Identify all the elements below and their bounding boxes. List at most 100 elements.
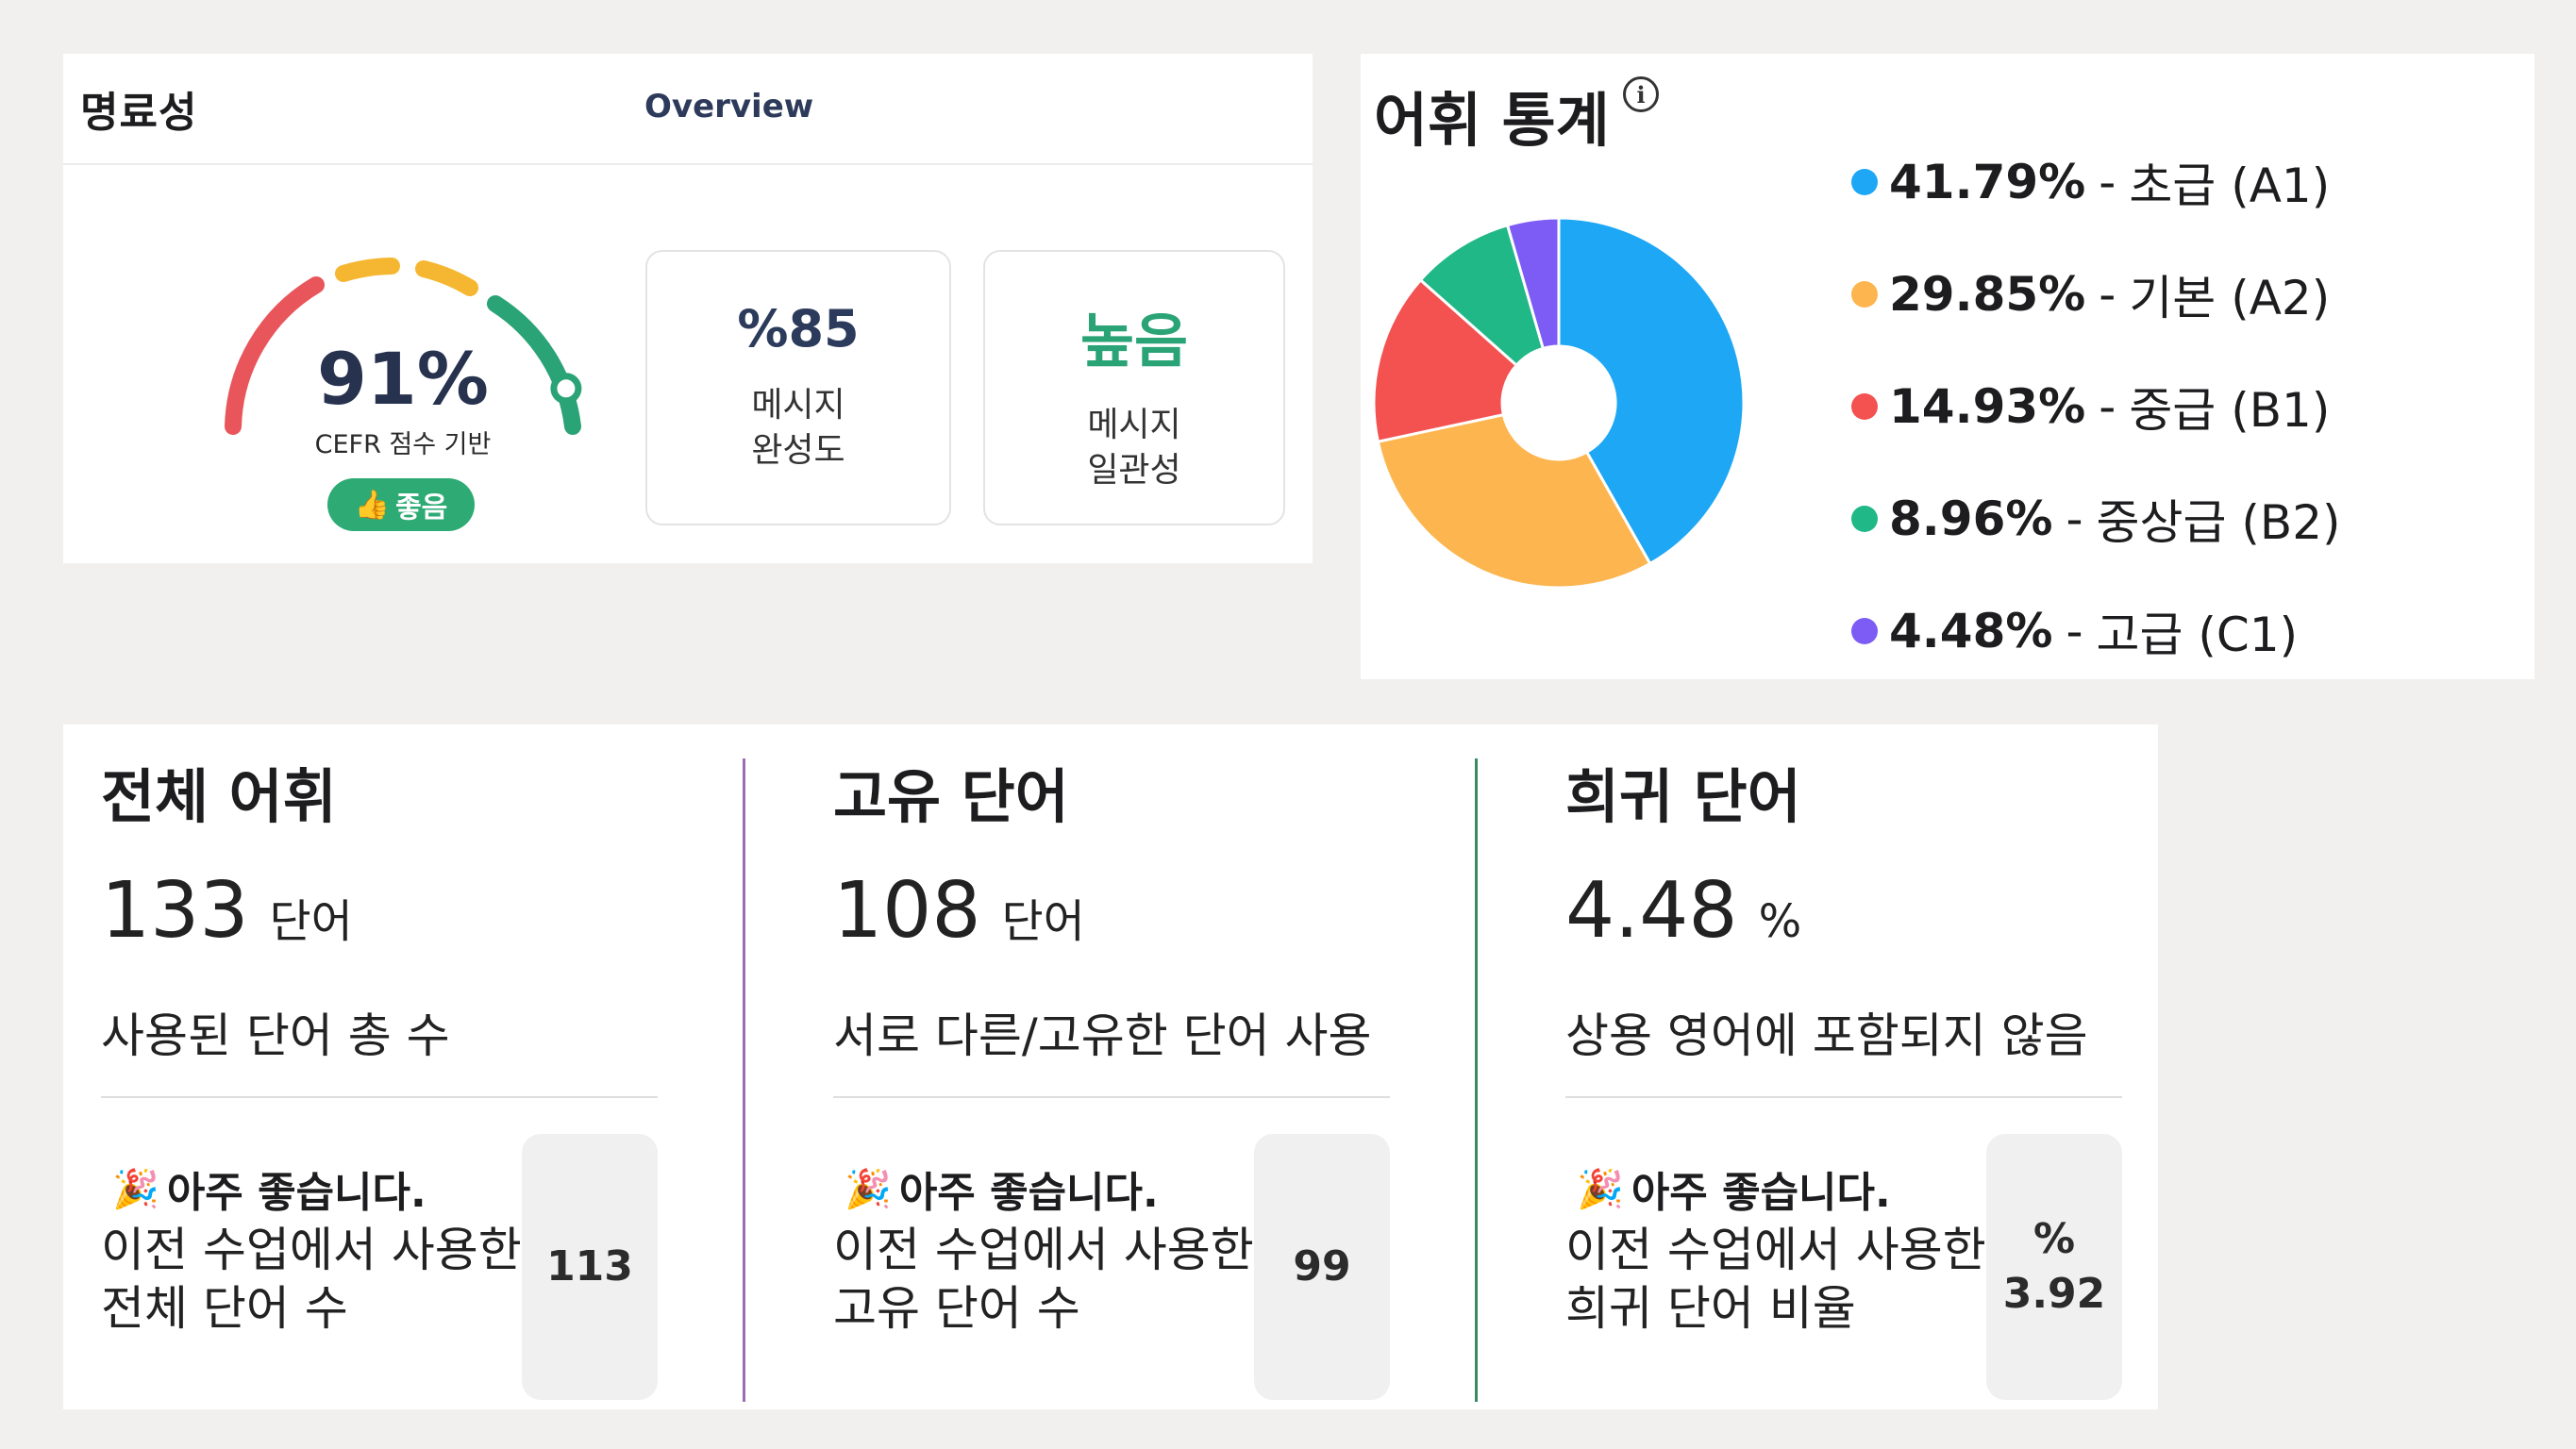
column-divider <box>743 758 745 1402</box>
clarity-card: 명료성 Overview 91% CEFR 점수 기반 👍 좋음 %85 메시지… <box>63 54 1313 563</box>
legend-separator: - <box>2066 491 2083 546</box>
legend-dot <box>1851 618 1878 644</box>
clarity-header: 명료성 Overview <box>63 54 1313 165</box>
party-popper-icon: 🎉 <box>1577 1167 1624 1211</box>
total-vocabulary-previous-value: 113 <box>522 1134 658 1400</box>
total-vocabulary-previous-number: 113 <box>546 1242 633 1291</box>
rare-words-note-body: 이전 수업에서 사용한 희귀 단어 비율 <box>1565 1221 1986 1338</box>
rare-words-previous-unit: % <box>2032 1215 2076 1263</box>
legend-percent: 8.96% <box>1889 491 2053 546</box>
message-completeness-label-line1: 메시지 <box>751 386 845 425</box>
party-popper-icon: 🎉 <box>845 1167 892 1211</box>
divider <box>101 1096 658 1098</box>
thumbs-up-icon: 👍 <box>354 488 391 522</box>
unique-words-note-heading: 🎉 아주 좋습니다. <box>845 1158 1159 1219</box>
info-icon[interactable]: i <box>1623 76 1659 112</box>
message-completeness-value: %85 <box>737 299 860 358</box>
legend-percent: 14.93% <box>1889 379 2086 434</box>
legend-label: 초급 (A1) <box>2129 158 2331 213</box>
clarity-gauge <box>225 258 582 435</box>
legend-separator: - <box>2099 379 2116 434</box>
vocabulary-stats-title: 어휘 통계 <box>1374 86 1610 155</box>
legend-label: 중급 (B1) <box>2129 383 2331 438</box>
unique-words-column: 고유 단어 108 단어 서로 다른/고유한 단어 사용 🎉 아주 좋습니다. 이… <box>795 724 1456 1409</box>
total-vocabulary-column: 전체 어휘 133 단어 사용된 단어 총 수 🎉 아주 좋습니다. 이전 수업에… <box>63 724 724 1409</box>
rare-words-note-line2: 희귀 단어 비율 <box>1565 1281 1856 1336</box>
message-completeness-label: 메시지 완성도 <box>647 383 949 474</box>
rare-words-number: 4.48 <box>1565 866 1738 956</box>
total-vocabulary-note-body: 이전 수업에서 사용한 전체 단어 수 <box>101 1221 522 1338</box>
rare-words-title: 희귀 단어 <box>1565 762 1801 831</box>
word-stats-card: 전체 어휘 133 단어 사용된 단어 총 수 🎉 아주 좋습니다. 이전 수업에… <box>63 724 2158 1409</box>
divider <box>833 1096 1390 1098</box>
donut-slice-2[interactable] <box>1376 412 1652 590</box>
legend-dot <box>1851 393 1878 420</box>
rare-words-column: 희귀 단어 4.48% 상용 영어에 포함되지 않음 🎉 아주 좋습니다. 이전… <box>1528 724 2188 1409</box>
divider <box>1565 1096 2122 1098</box>
legend-percent: 41.79% <box>1889 155 2086 209</box>
message-completeness-box: %85 메시지 완성도 <box>645 250 951 525</box>
clarity-score-basis: CEFR 점수 기반 <box>314 430 492 459</box>
total-vocabulary-note-heading: 🎉 아주 좋습니다. <box>112 1158 427 1219</box>
unique-words-title: 고유 단어 <box>833 762 1069 831</box>
total-vocabulary-title: 전체 어휘 <box>101 762 337 831</box>
rare-words-description: 상용 영어에 포함되지 않음 <box>1565 1008 2088 1063</box>
message-consistency-label: 메시지 일관성 <box>985 403 1283 493</box>
status-badge: 👍 좋음 <box>327 478 475 531</box>
legend-dot <box>1851 506 1878 532</box>
message-consistency-value: 높음 <box>1079 307 1189 375</box>
gauge-segment-green <box>487 295 581 435</box>
legend-dot <box>1851 281 1878 308</box>
legend-label: 중상급 (B2) <box>2096 495 2341 550</box>
unique-words-value: 108 단어 <box>833 866 1085 956</box>
total-vocabulary-note-line1: 이전 수업에서 사용한 <box>101 1223 522 1277</box>
legend-label: 고급 (C1) <box>2096 608 2299 662</box>
rare-words-unit: % <box>1758 895 1802 948</box>
gauge-marker <box>550 373 582 405</box>
message-completeness-label-line2: 완성도 <box>751 431 845 470</box>
total-vocabulary-note-text: 아주 좋습니다. <box>166 1169 427 1217</box>
total-vocabulary-note-line2: 전체 단어 수 <box>101 1281 348 1336</box>
legend-separator: - <box>2099 155 2116 209</box>
unique-words-previous-value: 99 <box>1254 1134 1390 1400</box>
unique-words-note-body: 이전 수업에서 사용한 고유 단어 수 <box>833 1221 1254 1338</box>
rare-words-previous-number: 3.92 <box>2002 1270 2106 1318</box>
tab-overview[interactable]: Overview <box>644 88 814 125</box>
total-vocabulary-description: 사용된 단어 총 수 <box>101 1008 450 1063</box>
total-vocabulary-number: 133 <box>101 866 249 956</box>
message-consistency-label-line1: 메시지 <box>1087 406 1181 444</box>
vocabulary-stats-card: 어휘 통계 i 41.79% - 초급 (A1) 29.85% - 기본 (A2) 14.9… <box>1361 54 2534 679</box>
legend-item: 4.48% - 고급 (C1) <box>1851 597 2298 665</box>
donut-slice-1[interactable] <box>1557 216 1746 566</box>
unique-words-unit: 단어 <box>1001 895 1085 948</box>
clarity-title: 명료성 <box>80 89 198 137</box>
message-consistency-box: 높음 메시지 일관성 <box>983 250 1285 525</box>
unique-words-note-line1: 이전 수업에서 사용한 <box>833 1223 1254 1277</box>
donut-slice-5[interactable] <box>1505 216 1561 351</box>
unique-words-note-line2: 고유 단어 수 <box>833 1281 1080 1336</box>
gauge-segment-orange-1 <box>335 258 400 282</box>
legend-item: 14.93% - 중급 (B1) <box>1851 373 2330 441</box>
legend-separator: - <box>2099 267 2116 322</box>
gauge-segment-red <box>225 276 325 435</box>
unique-words-note-text: 아주 좋습니다. <box>898 1169 1159 1217</box>
message-consistency-label-line2: 일관성 <box>1087 451 1181 490</box>
donut-slice-3[interactable] <box>1372 277 1519 443</box>
cefr-donut-chart <box>1372 216 1746 590</box>
rare-words-note-heading: 🎉 아주 좋습니다. <box>1577 1158 1891 1219</box>
unique-words-previous-number: 99 <box>1293 1242 1351 1291</box>
legend-percent: 29.85% <box>1889 267 2086 322</box>
unique-words-description: 서로 다른/고유한 단어 사용 <box>833 1008 1372 1063</box>
column-divider <box>1475 758 1478 1402</box>
legend-percent: 4.48% <box>1889 604 2053 658</box>
total-vocabulary-unit: 단어 <box>269 895 353 948</box>
status-badge-label: 좋음 <box>395 491 448 525</box>
gauge-segment-orange-2 <box>415 260 478 296</box>
rare-words-note-text: 아주 좋습니다. <box>1631 1169 1891 1217</box>
legend-item: 29.85% - 기본 (A2) <box>1851 260 2330 328</box>
legend-dot <box>1851 169 1878 195</box>
clarity-score: 91% <box>317 337 489 421</box>
legend-item: 41.79% - 초급 (A1) <box>1851 148 2330 216</box>
rare-words-note-line1: 이전 수업에서 사용한 <box>1565 1223 1986 1277</box>
rare-words-previous-value: % 3.92 <box>1986 1134 2122 1400</box>
